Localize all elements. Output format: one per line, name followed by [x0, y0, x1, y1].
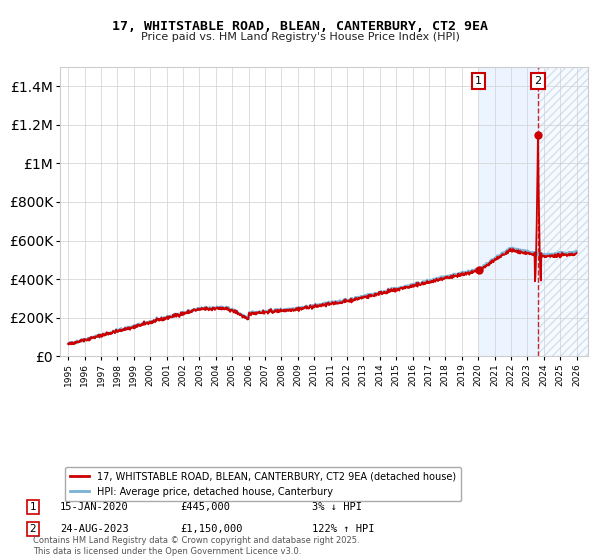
Text: 2: 2 [535, 76, 542, 86]
Text: Price paid vs. HM Land Registry's House Price Index (HPI): Price paid vs. HM Land Registry's House … [140, 32, 460, 42]
Text: 1: 1 [29, 502, 37, 512]
Text: 15-JAN-2020: 15-JAN-2020 [60, 502, 129, 512]
Bar [538, 67, 588, 356]
Bar [479, 67, 538, 356]
Text: 2: 2 [29, 524, 37, 534]
Text: 24-AUG-2023: 24-AUG-2023 [60, 524, 129, 534]
Text: 122% ↑ HPI: 122% ↑ HPI [312, 524, 374, 534]
Bar [538, 67, 588, 356]
Legend: 17, WHITSTABLE ROAD, BLEAN, CANTERBURY, CT2 9EA (detached house), HPI: Average p: 17, WHITSTABLE ROAD, BLEAN, CANTERBURY, … [65, 467, 461, 501]
Text: 17, WHITSTABLE ROAD, BLEAN, CANTERBURY, CT2 9EA: 17, WHITSTABLE ROAD, BLEAN, CANTERBURY, … [112, 20, 488, 32]
Text: Contains HM Land Registry data © Crown copyright and database right 2025.
This d: Contains HM Land Registry data © Crown c… [33, 536, 359, 556]
Text: 1: 1 [475, 76, 482, 86]
Text: £445,000: £445,000 [180, 502, 230, 512]
Text: 3% ↓ HPI: 3% ↓ HPI [312, 502, 362, 512]
Text: £1,150,000: £1,150,000 [180, 524, 242, 534]
